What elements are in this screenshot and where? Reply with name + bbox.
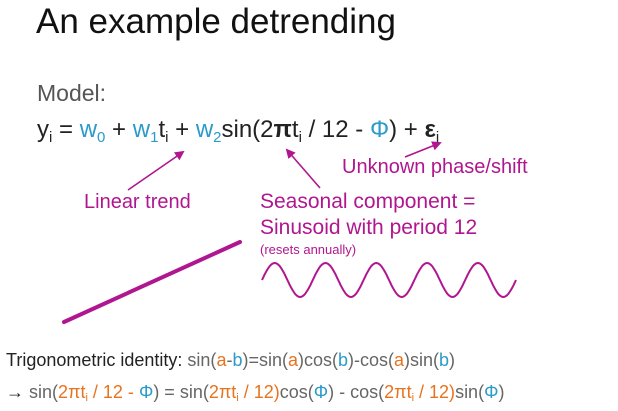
eq-w2-w: w xyxy=(195,116,214,143)
eq-phi: Φ xyxy=(369,116,390,143)
seasonal-line-1: Seasonal component = xyxy=(260,190,476,213)
trig-minus: - xyxy=(226,350,233,370)
arrow-seasonal xyxy=(285,148,321,189)
trig-close: ) xyxy=(449,350,456,370)
trig-a: a xyxy=(216,350,227,370)
trend-line xyxy=(62,240,242,324)
exp-phi: Φ xyxy=(138,382,154,402)
exp-a3-sub: i xyxy=(411,392,415,404)
eq-w0-w: w xyxy=(79,116,98,143)
exp-phi2: Φ xyxy=(313,382,329,402)
eq-t-sub: i xyxy=(165,129,169,146)
eq-w2-sub: 2 xyxy=(213,129,222,146)
exp-a2: 2πti / 12) xyxy=(208,382,280,404)
model-label: Model: xyxy=(37,80,107,106)
arrow-linear-trend xyxy=(127,150,185,191)
trig-minus-cos: )-cos( xyxy=(348,350,395,370)
slide-title: An example detrending xyxy=(36,2,396,41)
trig-b3: b xyxy=(439,350,450,370)
eq-w1: w1 xyxy=(132,116,159,146)
eq-pi: π xyxy=(273,116,292,143)
trig-cos: )cos( xyxy=(298,350,338,370)
annotation-phase: Unknown phase/shift xyxy=(342,156,528,178)
trig-a3: a xyxy=(394,350,405,370)
eq-t2: t xyxy=(291,116,299,143)
eq-equals: = xyxy=(52,116,80,143)
trig-a2: a xyxy=(287,350,298,370)
eq-y: y xyxy=(37,116,49,143)
trig-b: b xyxy=(232,350,243,370)
model-equation: yi = w0 + w1ti + w2sin(2πti / 12 - Φ) + … xyxy=(37,116,440,146)
annotation-seasonal: Seasonal component = Sinusoid with perio… xyxy=(260,189,477,259)
exp-eq-sin: ) = sin( xyxy=(153,382,209,402)
eq-w0-sub: 0 xyxy=(97,129,106,146)
annotation-linear-trend: Linear trend xyxy=(84,191,191,213)
eq-div: / 12 - xyxy=(301,116,370,143)
eq-sin: sin(2 xyxy=(221,116,274,143)
seasonal-line-2: Sinusoid with period 12 xyxy=(260,216,478,239)
eq-w2: w2 xyxy=(195,116,222,146)
exp-a3-div: / 12) xyxy=(414,382,456,402)
exp-a2-text: 2πt xyxy=(208,382,237,402)
eq-epsilon: ε xyxy=(424,116,436,143)
eq-w1-w: w xyxy=(132,116,151,143)
eq-plus-1: + xyxy=(105,116,133,143)
eq-w0: w0 xyxy=(79,116,106,146)
eq-eps-sub: i xyxy=(435,129,440,146)
sinusoid-wave xyxy=(261,261,517,299)
trig-sin2: )sin( xyxy=(404,350,440,370)
exp-a-sub: i xyxy=(85,392,88,404)
seasonal-note: (resets annually) xyxy=(260,242,357,257)
exp-close: ) xyxy=(498,382,505,402)
trig-identity: Trigonometric identity: sin(a-b)=sin(a)c… xyxy=(6,350,455,371)
exp-a3-text: 2πt xyxy=(384,382,412,402)
exp-minus-cos: ) - cos( xyxy=(328,382,385,402)
eq-y-sub: i xyxy=(49,129,53,146)
arrow-icon: → xyxy=(6,382,24,402)
exp-a2-sub: i xyxy=(236,392,239,404)
exp-cos: cos( xyxy=(279,382,314,402)
exp-sin-open: sin( xyxy=(24,382,59,402)
trig-eq-sin: )=sin( xyxy=(242,350,288,370)
eq-t2-sub: i xyxy=(298,129,302,146)
trig-b2: b xyxy=(338,350,349,370)
eq-w1-sub: 1 xyxy=(150,129,159,146)
exp-a: 2πti / 12 - xyxy=(58,382,139,404)
exp-a-text: 2πt xyxy=(58,382,86,402)
trig-sin: sin( xyxy=(187,350,217,370)
eq-close: ) + xyxy=(389,116,425,143)
eq-plus-2: + xyxy=(168,116,196,143)
trig-expansion: → sin(2πti / 12 - Φ) = sin(2πti / 12)cos… xyxy=(6,382,505,404)
exp-sin: sin( xyxy=(455,382,485,402)
eq-t: t xyxy=(158,116,166,143)
exp-a3: 2πti / 12) xyxy=(384,382,456,404)
trig-formula: sin(a-b)=sin(a)cos(b)-cos(a)sin(b) xyxy=(187,350,455,370)
exp-a-div: / 12 - xyxy=(87,382,139,402)
exp-a2-div: / 12) xyxy=(238,382,280,402)
arrow-phase xyxy=(404,141,442,158)
exp-phi3: Φ xyxy=(484,382,499,402)
trig-label: Trigonometric identity: xyxy=(6,350,183,370)
